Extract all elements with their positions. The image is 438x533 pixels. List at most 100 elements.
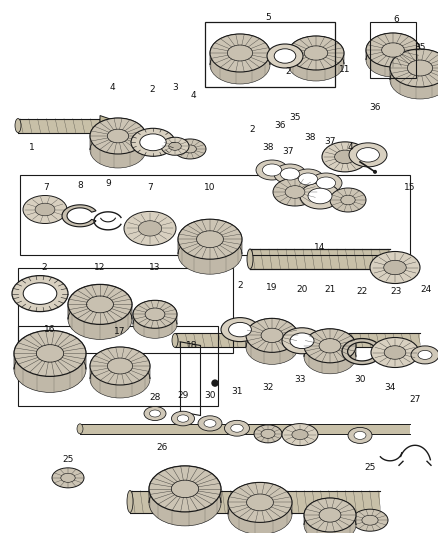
Ellipse shape: [352, 509, 388, 531]
Ellipse shape: [304, 340, 356, 374]
Ellipse shape: [23, 196, 67, 223]
Ellipse shape: [247, 249, 253, 269]
Ellipse shape: [36, 345, 64, 362]
Ellipse shape: [90, 347, 150, 385]
Ellipse shape: [149, 410, 160, 417]
Ellipse shape: [319, 508, 341, 522]
Ellipse shape: [161, 138, 189, 155]
Bar: [20, 175, 410, 255]
Ellipse shape: [285, 185, 305, 198]
Ellipse shape: [366, 43, 420, 77]
Ellipse shape: [282, 424, 318, 446]
Polygon shape: [288, 36, 344, 64]
Bar: [80, 424, 410, 434]
Ellipse shape: [14, 330, 86, 376]
Ellipse shape: [292, 169, 324, 189]
Ellipse shape: [381, 43, 404, 57]
Ellipse shape: [172, 411, 194, 426]
Ellipse shape: [384, 260, 406, 274]
Ellipse shape: [68, 285, 132, 325]
Text: 8: 8: [77, 182, 83, 190]
Ellipse shape: [390, 49, 438, 87]
Ellipse shape: [177, 415, 189, 422]
Ellipse shape: [228, 495, 292, 533]
Ellipse shape: [304, 498, 356, 532]
Text: 2: 2: [41, 263, 47, 272]
Text: 36: 36: [369, 103, 381, 112]
Ellipse shape: [225, 421, 250, 436]
Text: 20: 20: [297, 286, 307, 295]
Text: 16: 16: [44, 326, 56, 335]
Ellipse shape: [107, 129, 129, 143]
Ellipse shape: [204, 419, 216, 427]
Text: 25: 25: [364, 464, 376, 472]
Text: 10: 10: [204, 183, 216, 192]
Polygon shape: [366, 33, 420, 60]
Ellipse shape: [273, 178, 317, 206]
Polygon shape: [149, 466, 221, 503]
Text: 25: 25: [62, 456, 74, 464]
Ellipse shape: [246, 330, 298, 365]
Text: 2: 2: [285, 68, 291, 77]
Ellipse shape: [362, 515, 378, 525]
Ellipse shape: [23, 283, 57, 304]
Text: 35: 35: [289, 114, 301, 123]
Text: 23: 23: [390, 287, 402, 296]
Ellipse shape: [370, 252, 420, 284]
Bar: [175, 334, 420, 348]
Text: 15: 15: [404, 183, 416, 192]
Text: 30: 30: [204, 391, 216, 400]
Ellipse shape: [133, 300, 177, 328]
Ellipse shape: [68, 300, 132, 340]
Text: 37: 37: [282, 148, 294, 157]
Ellipse shape: [411, 346, 438, 364]
Ellipse shape: [247, 494, 273, 511]
Text: 22: 22: [357, 287, 367, 296]
Ellipse shape: [35, 203, 55, 216]
Ellipse shape: [140, 134, 166, 151]
Ellipse shape: [227, 45, 253, 61]
Ellipse shape: [144, 407, 166, 421]
Ellipse shape: [254, 425, 282, 443]
Ellipse shape: [384, 346, 406, 359]
Polygon shape: [390, 49, 438, 80]
Ellipse shape: [210, 34, 270, 72]
Text: 2: 2: [149, 85, 155, 94]
Text: 4: 4: [190, 91, 196, 100]
Text: 18: 18: [186, 341, 198, 350]
Ellipse shape: [304, 508, 356, 533]
Text: 24: 24: [420, 286, 431, 295]
Ellipse shape: [262, 164, 282, 176]
Ellipse shape: [133, 310, 177, 338]
Ellipse shape: [14, 346, 86, 392]
Ellipse shape: [107, 358, 133, 374]
Ellipse shape: [178, 234, 242, 274]
Ellipse shape: [335, 150, 355, 164]
Polygon shape: [246, 318, 298, 348]
Ellipse shape: [322, 142, 368, 172]
Ellipse shape: [198, 416, 222, 431]
Ellipse shape: [172, 334, 178, 348]
Polygon shape: [100, 116, 115, 135]
Ellipse shape: [261, 430, 275, 438]
Ellipse shape: [138, 221, 162, 236]
Ellipse shape: [246, 318, 298, 352]
Bar: [18, 268, 233, 353]
Text: 4: 4: [347, 143, 353, 152]
Ellipse shape: [348, 427, 372, 443]
Polygon shape: [304, 329, 356, 357]
Polygon shape: [178, 219, 242, 254]
Polygon shape: [90, 347, 150, 379]
Ellipse shape: [316, 177, 336, 189]
Text: 6: 6: [393, 15, 399, 25]
Text: 11: 11: [339, 66, 351, 75]
Ellipse shape: [77, 424, 83, 434]
Ellipse shape: [304, 46, 328, 60]
Text: 7: 7: [43, 183, 49, 192]
Polygon shape: [304, 498, 356, 525]
Ellipse shape: [288, 47, 344, 81]
Ellipse shape: [280, 168, 300, 180]
Ellipse shape: [52, 468, 84, 488]
Ellipse shape: [87, 296, 113, 313]
Ellipse shape: [282, 328, 322, 354]
